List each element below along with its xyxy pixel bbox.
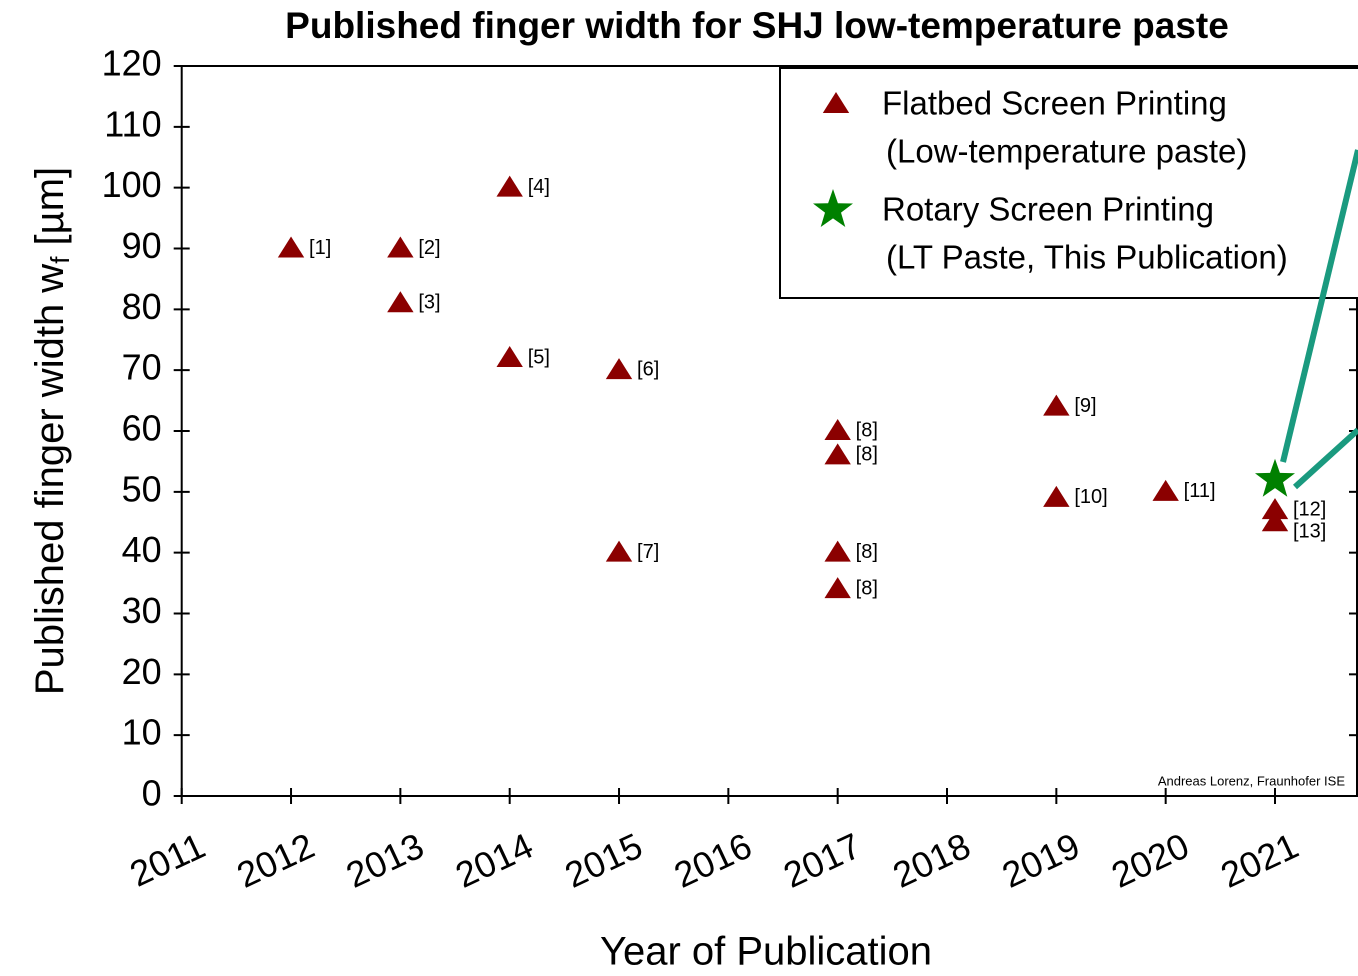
triangle-marker [496, 346, 523, 367]
y-tick-label: 100 [102, 164, 162, 205]
triangle-marker [605, 540, 633, 562]
triangle-marker [824, 419, 851, 440]
y-tick-label: 30 [122, 590, 162, 631]
x-tick-label: 2019 [996, 825, 1086, 896]
data-label: [6] [637, 358, 659, 380]
triangle-marker [824, 540, 851, 562]
x-tick-label: 2014 [449, 825, 539, 896]
data-label: [5] [528, 346, 550, 368]
legend-label: (LT Paste, This Publication) [886, 239, 1288, 276]
y-tick-label: 50 [122, 468, 162, 509]
x-tick-label: 2015 [559, 825, 649, 896]
y-tick-label: 80 [122, 286, 162, 327]
y-tick-label: 90 [122, 225, 162, 266]
data-label: [8] [856, 577, 878, 599]
x-tick-label: 2011 [124, 825, 211, 895]
x-tick-label: 2021 [1214, 825, 1304, 896]
y-axis-label-unit: [µm] [28, 167, 72, 257]
triangle-marker [1043, 485, 1070, 507]
x-tick-label: 2020 [1105, 825, 1195, 896]
legend-label: Flatbed Screen Printing [882, 85, 1227, 122]
y-tick-label: 60 [122, 408, 162, 449]
x-tick-label: 2018 [886, 825, 976, 896]
chart-title: Published finger width for SHJ low-tempe… [285, 5, 1229, 46]
data-label: [1] [309, 237, 331, 259]
data-label: [11] [1184, 480, 1216, 502]
x-tick-label: 2017 [777, 825, 867, 896]
plot-area: 0 10 20 30 40 50 60 70 80 90 100 110 120 2011 2012 2013… [102, 43, 1358, 896]
data-label: [12] [1293, 498, 1326, 520]
x-axis-label: Year of Publication [600, 930, 932, 974]
data-label: [4] [528, 176, 550, 198]
triangle-marker [1261, 510, 1289, 532]
x-tick-label: 2013 [340, 825, 430, 896]
data-label: [7] [637, 541, 659, 563]
triangle-marker [496, 175, 523, 197]
y-tick-label: 0 [142, 773, 162, 814]
triangle-marker [387, 291, 414, 313]
data-label: [8] [856, 541, 878, 563]
y-axis-label-subscript: f [45, 256, 75, 264]
y-tick-label: 120 [102, 43, 162, 84]
data-label: [8] [856, 444, 878, 466]
triangle-marker [824, 577, 851, 599]
star-marker [1255, 458, 1295, 497]
data-label: [9] [1074, 395, 1096, 417]
data-label: [13] [1293, 521, 1326, 543]
legend-marker [822, 92, 850, 113]
y-axis-label: Published finger width wf [µm] [28, 167, 75, 695]
y-tick-label: 70 [122, 347, 162, 388]
y-axis-label-main: Published finger width w [28, 264, 72, 695]
triangle-marker [1043, 394, 1070, 416]
y-tick-label: 110 [104, 103, 161, 144]
triangle-marker [605, 358, 633, 380]
y-tick-label: 40 [122, 529, 162, 570]
triangle-marker [1152, 479, 1179, 501]
triangle-marker [1261, 498, 1289, 520]
legend-box [779, 67, 1358, 299]
y-tick-label: 20 [122, 651, 162, 692]
legend: Flatbed Screen Printing (Low-temperature … [779, 67, 1358, 299]
y-tick-label: 10 [122, 712, 162, 753]
data-label: [2] [418, 237, 440, 259]
data-label: [10] [1074, 486, 1107, 508]
legend-label: Rotary Screen Printing [882, 191, 1214, 228]
triangle-marker [387, 236, 414, 258]
data-label: [3] [418, 292, 440, 314]
triangle-marker [277, 236, 305, 258]
pointer-line [1280, 149, 1358, 463]
x-tick-label: 2016 [668, 825, 758, 896]
triangle-marker [824, 443, 851, 465]
legend-label: (Low-temperature paste) [886, 133, 1247, 170]
pointer-line [1292, 427, 1358, 490]
data-label: [8] [856, 419, 878, 441]
legend-marker [813, 189, 853, 227]
credit-note: Andreas Lorenz, Fraunhofer ISE [1158, 773, 1345, 788]
x-tick-label: 2012 [231, 825, 321, 896]
